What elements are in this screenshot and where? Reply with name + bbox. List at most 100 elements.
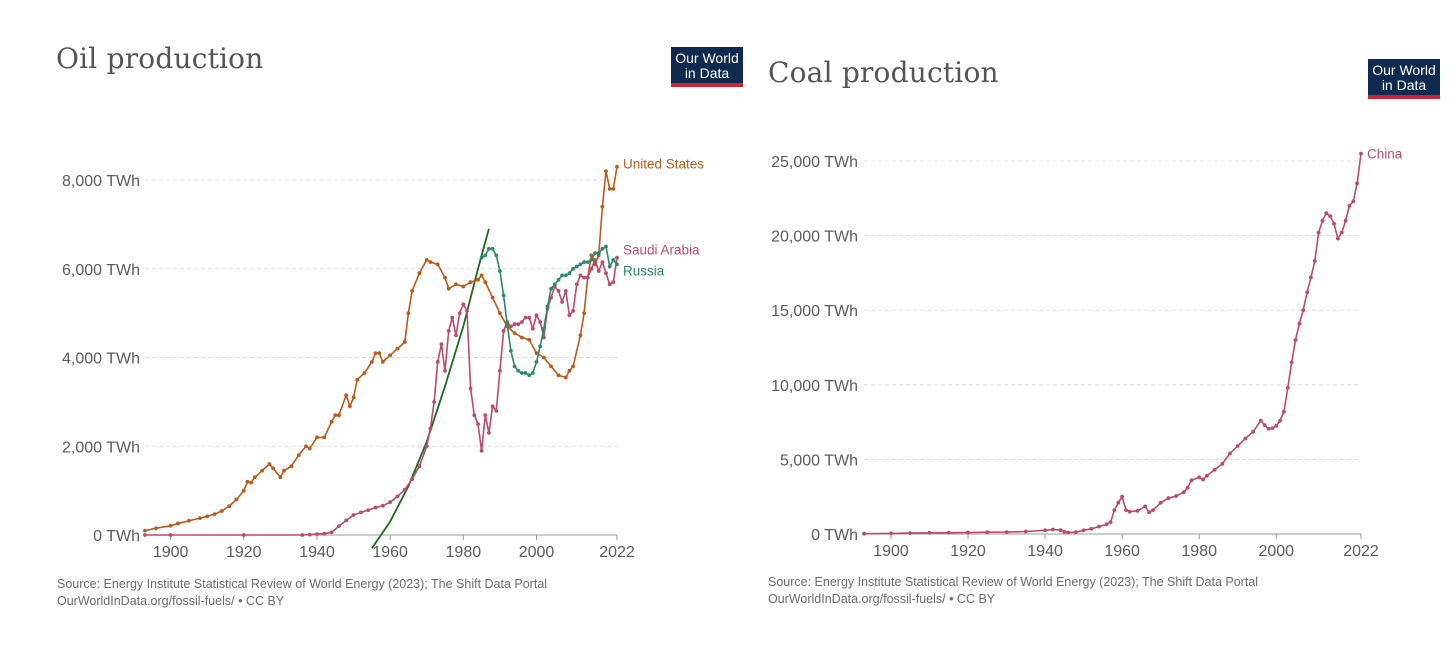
annotation-curve	[371, 228, 490, 549]
data-point	[1104, 522, 1109, 527]
data-point	[351, 513, 356, 517]
data-point	[465, 309, 469, 313]
owid-logo[interactable]: Our World in Data	[671, 47, 743, 87]
data-point	[498, 269, 502, 273]
data-point	[329, 530, 334, 535]
data-point	[1124, 508, 1128, 512]
data-point	[600, 246, 605, 251]
x-tick-label: 1960	[372, 544, 408, 561]
data-point	[337, 413, 341, 418]
chart-title: Coal production	[768, 56, 999, 89]
data-point	[176, 521, 180, 526]
data-point	[1262, 423, 1267, 427]
data-point	[1228, 451, 1232, 456]
data-point	[498, 311, 502, 315]
data-point	[468, 280, 473, 284]
data-point	[198, 516, 202, 520]
data-point	[296, 453, 301, 457]
data-point	[1108, 520, 1113, 524]
data-point	[1359, 151, 1363, 156]
data-point	[443, 368, 447, 373]
data-point	[567, 313, 572, 318]
data-point	[985, 530, 990, 535]
data-point	[454, 333, 458, 338]
data-point	[498, 368, 502, 373]
data-point	[241, 533, 246, 537]
data-point	[538, 344, 543, 349]
data-point	[380, 360, 385, 364]
data-point	[1158, 500, 1163, 505]
data-point	[410, 477, 414, 481]
data-point	[1316, 230, 1321, 235]
data-point	[450, 315, 455, 320]
data-point	[571, 309, 575, 313]
data-point	[373, 351, 378, 355]
data-point	[516, 368, 521, 373]
data-point	[567, 271, 572, 276]
logo-line-2: in Data	[1381, 77, 1427, 93]
data-point	[472, 413, 477, 418]
data-point	[530, 326, 535, 331]
owid-logo[interactable]: Our World in Data	[1368, 59, 1440, 99]
data-point	[1116, 500, 1121, 505]
data-point	[1305, 290, 1309, 295]
data-point	[428, 260, 433, 264]
data-point	[520, 335, 524, 340]
data-point	[589, 253, 594, 258]
y-tick-label: 10,000 TWh	[771, 378, 858, 395]
data-point	[512, 331, 517, 335]
data-point	[927, 530, 932, 535]
source-link[interactable]: OurWorldInData.org/fossil-fuels/ • CC BY	[768, 592, 996, 606]
data-point	[596, 251, 601, 256]
data-point	[1066, 530, 1071, 535]
data-point	[1112, 508, 1117, 512]
source-link[interactable]: OurWorldInData.org/fossil-fuels/ • CC BY	[57, 594, 285, 608]
data-point	[523, 315, 528, 320]
data-point	[388, 353, 392, 358]
data-point	[402, 340, 407, 344]
data-point	[534, 351, 539, 355]
data-point	[545, 304, 550, 309]
data-point	[1274, 423, 1279, 428]
data-point	[549, 286, 553, 291]
data-point	[607, 187, 612, 191]
series-label: Saudi Arabia	[623, 243, 700, 258]
data-point	[1270, 426, 1275, 430]
data-point	[344, 518, 349, 523]
data-point	[333, 413, 338, 418]
data-point	[908, 531, 913, 535]
data-point	[212, 512, 217, 516]
y-tick-label: 20,000 TWh	[771, 229, 858, 246]
data-point	[512, 322, 517, 327]
coal-chart: 0 TWh 5,000 TWh 10,000 TWh 15,000 TWh 20,000…	[771, 147, 1403, 560]
data-point	[1351, 199, 1356, 204]
x-tick-label: 2022	[1343, 543, 1379, 560]
data-point	[585, 275, 590, 280]
data-point	[527, 315, 532, 320]
data-point	[315, 532, 319, 536]
data-point	[322, 435, 327, 440]
data-point	[946, 530, 951, 535]
data-point	[571, 266, 575, 271]
data-point	[509, 348, 513, 353]
data-point	[241, 488, 246, 493]
data-point	[143, 528, 147, 533]
x-tick-label: 1940	[1027, 543, 1063, 560]
x-tick-label: 2022	[599, 544, 635, 561]
data-point	[227, 504, 232, 509]
data-point	[446, 286, 451, 291]
data-point	[479, 255, 484, 260]
data-point	[596, 269, 601, 273]
data-point	[501, 329, 506, 333]
data-point	[487, 246, 491, 251]
data-point	[454, 282, 458, 287]
data-point	[611, 187, 616, 191]
data-point	[527, 337, 532, 342]
y-tick-label: 25,000 TWh	[771, 154, 858, 171]
data-point	[611, 258, 616, 262]
data-point	[271, 466, 275, 471]
data-point	[1023, 529, 1028, 534]
data-point	[556, 289, 561, 293]
data-point	[362, 371, 367, 375]
data-point	[563, 375, 568, 380]
